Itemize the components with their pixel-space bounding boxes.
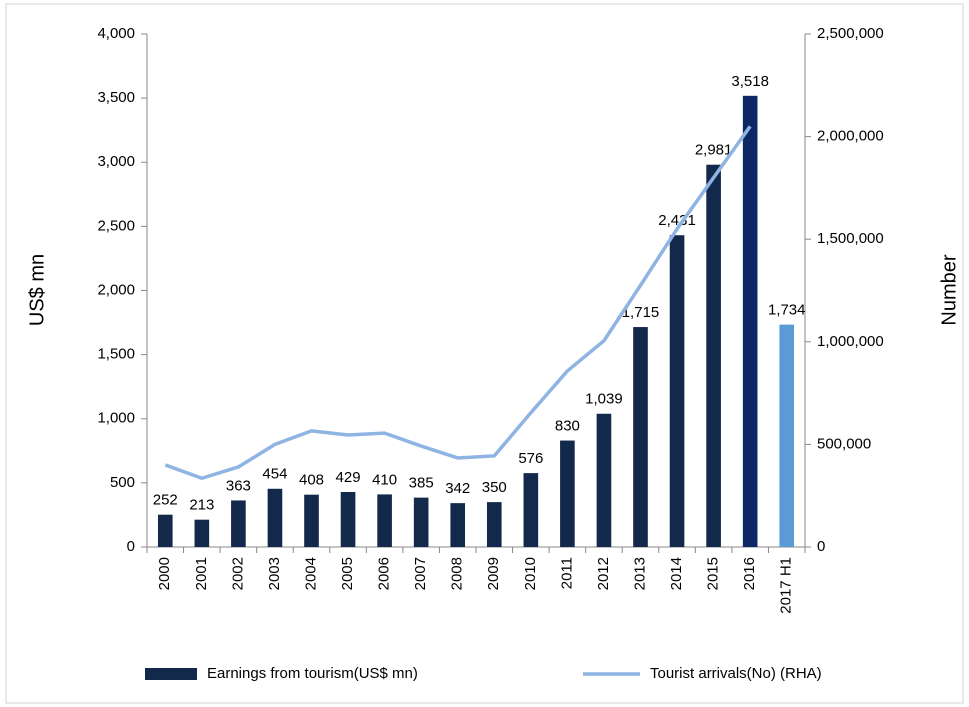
data-label: 1,039 [585,391,623,408]
y2-axis-label: Number [938,254,960,325]
bar [779,324,795,547]
legend-label: Tourist arrivals(No) (RHA) [650,665,822,682]
x-tick-label: 2007 [412,557,429,590]
x-tick-label: 2014 [668,557,685,590]
data-label: 213 [189,497,214,514]
data-label: 350 [482,479,507,496]
x-tick-label: 2000 [156,557,173,590]
x-tick-label: 2013 [631,557,648,590]
data-label: 830 [555,418,580,435]
bar [267,488,283,547]
data-label: 454 [262,466,287,483]
bar [450,503,466,547]
x-tick-label: 2008 [449,557,466,590]
bar [486,502,502,547]
data-label: 410 [372,471,397,488]
y2-tick-label: 2,000,000 [817,128,884,145]
legend-swatch [145,668,197,680]
legend-label: Earnings from tourism(US$ mn) [207,665,418,682]
x-tick-label: 2011 [558,557,575,589]
line [164,125,752,481]
y2-tick-label: 2,500,000 [817,25,884,42]
x-tick-label: 2002 [229,557,246,590]
bar [560,440,575,547]
y2-tick-label: 1,000,000 [817,333,884,350]
y-tick-label: 2,500 [97,217,135,234]
bar [194,519,210,547]
bar [742,95,758,547]
data-label: 3,518 [731,73,769,90]
bar [157,514,173,547]
bar [340,491,356,547]
bar [706,164,721,547]
data-label: 363 [226,477,251,494]
x-tick-label: 2005 [339,557,356,590]
frame [5,3,964,704]
data-label: 342 [445,480,470,497]
y2-tick-label: 0 [817,538,825,555]
y-tick-label: 2,000 [97,281,135,298]
x-tick-label: 2004 [302,557,319,590]
y2-tick-label: 500,000 [817,435,871,452]
y-tick-label: 1,500 [97,346,135,363]
data-label: 408 [299,472,324,489]
bar [377,494,392,547]
y-tick-label: 500 [110,474,135,491]
y-tick-label: 4,000 [97,25,135,42]
bar [523,473,539,547]
x-tick-label: 2012 [595,557,612,590]
x-tick-label: 2003 [266,557,283,590]
bar [304,494,319,547]
x-tick-label: 2009 [485,557,502,590]
y-tick-label: 3,500 [97,89,135,106]
y-tick-label: 3,000 [97,153,135,170]
bar [413,497,429,547]
data-label: 429 [336,469,361,486]
x-tick-label: 2010 [522,557,539,590]
y2-tick-label: 1,500,000 [817,230,884,247]
data-label: 2,981 [695,142,733,159]
data-label: 576 [518,450,543,467]
bar [231,500,246,547]
x-tick-label: 2001 [193,557,210,590]
x-tick-label: 2017 H1 [778,557,795,614]
x-tick-label: 2016 [741,557,758,590]
x-tick-label: 2015 [705,557,722,590]
y-tick-label: 1,000 [97,410,135,427]
bar [669,235,685,547]
y-axis-label: US$ mn [26,254,48,326]
x-tick-label: 2006 [376,557,393,590]
data-label: 252 [153,492,178,509]
data-label: 1,715 [622,304,660,321]
data-label: 385 [409,475,434,492]
bar [633,327,648,547]
data-label: 1,734 [768,302,806,319]
bar [596,413,612,547]
y-tick-label: 0 [127,538,135,555]
